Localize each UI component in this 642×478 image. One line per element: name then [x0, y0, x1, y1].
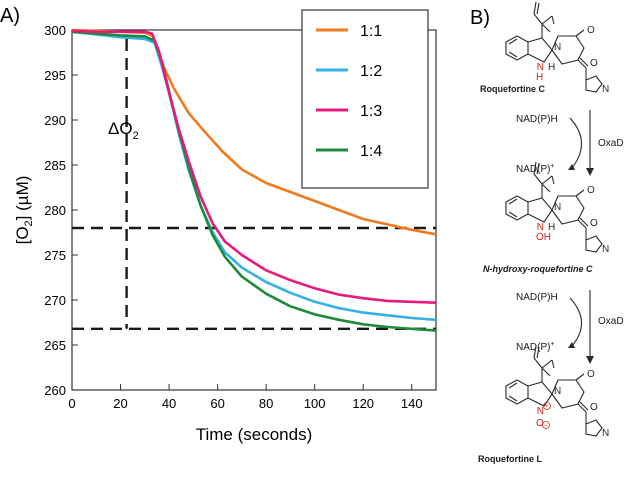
y-tick-label: 300	[44, 23, 66, 38]
svg-text:O: O	[587, 185, 595, 196]
svg-text:OxaD: OxaD	[598, 316, 624, 327]
delta-o2-annotation: ΔO2	[108, 119, 139, 142]
x-axis-label: Time (seconds)	[196, 425, 313, 444]
y-tick-label: 295	[44, 68, 66, 83]
y-tick-label: 275	[44, 248, 66, 263]
x-tick-label: 120	[352, 396, 374, 411]
guide-lines	[72, 39, 436, 330]
x-tick-label: 80	[259, 396, 273, 411]
reaction-step-2: NAD(P)H NAD(P)+ OxaD	[516, 290, 624, 364]
compound-name-3: Roquefortine L	[478, 454, 542, 464]
svg-text:O: O	[587, 25, 595, 36]
svg-text:N: N	[554, 202, 561, 213]
x-tick-label: 20	[113, 396, 127, 411]
y-tick-label: 280	[44, 203, 66, 218]
svg-text:H: H	[548, 62, 555, 73]
compound-name-2: N-hydroxy-roquefortine C	[483, 264, 593, 274]
svg-text:−: −	[544, 423, 548, 429]
series-line-3	[71, 29, 437, 304]
x-tick-label: 0	[68, 396, 75, 411]
legend-label: 1:2	[360, 63, 382, 80]
svg-text:OxaD: OxaD	[598, 138, 624, 149]
svg-text:O: O	[587, 369, 595, 380]
legend-box	[301, 9, 429, 189]
svg-text:NAD(P)H: NAD(P)H	[516, 292, 558, 303]
svg-text:O: O	[590, 218, 598, 229]
y-axis-ticks: 260 265 270 275 280 285 290 295 300	[44, 23, 78, 398]
legend-label: 1:4	[360, 143, 382, 160]
x-tick-label: 140	[401, 396, 423, 411]
cofactor-out-2: NAD(P)+	[516, 341, 555, 353]
y-tick-label: 285	[44, 158, 66, 173]
oxygen-consumption-chart: 0 20 40 60 80 100 120 140 260 265 270 275 280 285 290…	[13, 9, 437, 444]
n-hydroxy-roquefortine-c-structure: N O O H N OH N	[505, 161, 609, 255]
legend-label: 1:3	[360, 103, 382, 120]
svg-text:NAD(P)H: NAD(P)H	[516, 114, 558, 125]
panel-b-label: B)	[470, 7, 490, 29]
svg-text:O: O	[590, 402, 598, 413]
cofactor-out-1: NAD(P)+	[516, 163, 555, 175]
y-tick-label: 260	[44, 383, 66, 398]
y-tick-label: 290	[44, 113, 66, 128]
svg-text:N: N	[602, 244, 609, 255]
compound-name-1: Roquefortine C	[480, 84, 545, 94]
svg-text:O: O	[590, 58, 598, 69]
y-tick-label: 270	[44, 293, 66, 308]
n-oh-group: N OH	[536, 222, 551, 243]
svg-text:H: H	[548, 222, 555, 233]
y-axis-label: [O2] (µM)	[13, 176, 35, 245]
x-tick-label: 60	[210, 396, 224, 411]
legend-label: 1:1	[360, 23, 382, 40]
panel-a-label: A)	[0, 5, 20, 27]
data-series	[71, 28, 437, 332]
legend: 1:1 1:2 1:3 1:4	[301, 9, 429, 189]
svg-text:N: N	[554, 386, 561, 397]
svg-text:+: +	[545, 404, 549, 410]
series-line-4	[71, 30, 437, 332]
svg-text:N: N	[602, 84, 609, 95]
svg-text:N: N	[554, 42, 561, 53]
x-tick-label: 100	[304, 396, 326, 411]
reaction-step-1: NAD(P)H NAD(P)+ OxaD	[516, 110, 624, 176]
x-axis-ticks: 0 20 40 60 80 100 120 140	[68, 384, 423, 411]
y-tick-label: 265	[44, 338, 66, 353]
x-tick-label: 40	[162, 396, 176, 411]
svg-text:N: N	[602, 428, 609, 439]
